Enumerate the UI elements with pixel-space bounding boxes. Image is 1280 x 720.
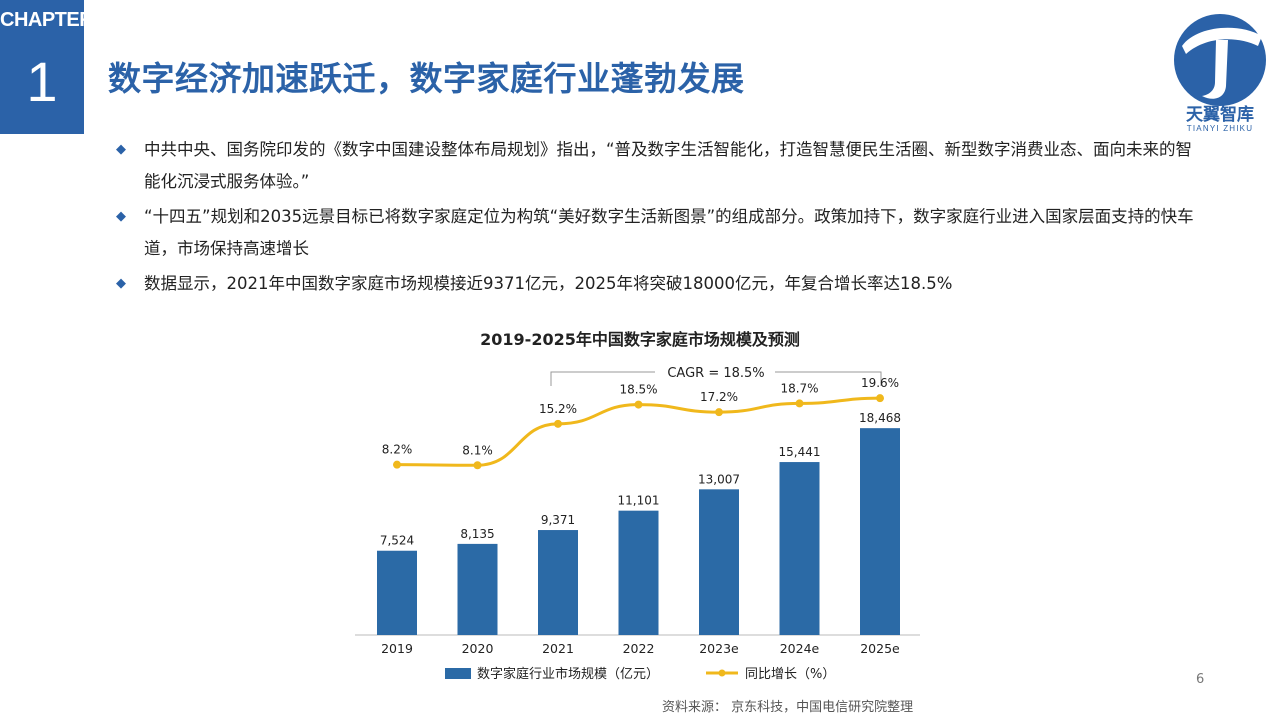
legend-bar-swatch (445, 668, 471, 679)
x-tick-label: 2024e (780, 641, 820, 656)
chart-legend: 数字家庭行业市场规模（亿元） 同比增长（%） (445, 666, 835, 682)
diamond-bullet-icon: ◆ (116, 142, 126, 157)
market-size-chart: 2019-2025年中国数字家庭市场规模及预测 CAGR = 18.5% 7,5… (355, 330, 920, 682)
growth-rate-label: 18.7% (780, 381, 818, 395)
bullet-list: ◆ 中共中央、国务院印发的《数字中国建设整体布局规划》指出，“普及数字生活智能化… (116, 134, 1196, 303)
growth-point-2019 (393, 460, 401, 469)
page-number: 6 (1196, 672, 1205, 687)
chapter-label: CHAPTER (0, 9, 94, 31)
x-tick-label: 2025e (860, 641, 900, 656)
diamond-bullet-icon: ◆ (116, 276, 126, 291)
diamond-bullet-icon: ◆ (116, 209, 126, 224)
source-note: 资料来源： 京东科技，中国电信研究院整理 (662, 700, 914, 715)
bullet-item: ◆ “十四五”规划和2035远景目标已将数字家庭定位为构筑“美好数字生活新图景”… (116, 201, 1196, 265)
x-tick-label: 2023e (699, 641, 739, 656)
growth-rate-label: 19.6% (861, 376, 899, 390)
tianyi-logo: 天翼智库 TIANYI ZHIKU (1174, 14, 1266, 132)
bar-2023e (699, 489, 739, 635)
page-title: 数字经济加速跃迁，数字家庭行业蓬勃发展 (108, 59, 745, 98)
growth-rate-label: 17.2% (700, 390, 738, 404)
growth-point-2025e (876, 394, 884, 403)
bar-value-label: 13,007 (698, 472, 740, 486)
legend-line-marker (718, 669, 726, 677)
bar-value-label: 18,468 (859, 411, 901, 425)
bar-value-label: 7,524 (380, 534, 414, 548)
x-tick-label: 2022 (623, 641, 655, 656)
x-tick-label: 2020 (462, 641, 494, 656)
logo-subtitle: TIANYI ZHIKU (1187, 124, 1253, 132)
x-tick-label: 2019 (381, 641, 413, 656)
growth-point-2023e (715, 408, 723, 417)
x-tick-label: 2021 (542, 641, 574, 656)
legend-bar-label: 数字家庭行业市场规模（亿元） (477, 666, 659, 682)
bar-2025e (860, 428, 900, 635)
growth-point-2021 (554, 419, 562, 428)
bullet-text: 数据显示，2021年中国数字家庭市场规模接近9371亿元，2025年将突破180… (144, 274, 953, 293)
logo-name: 天翼智库 (1186, 104, 1254, 125)
growth-rate-label: 8.1% (462, 443, 493, 457)
bar-value-label: 9,371 (541, 513, 575, 527)
growth-point-2020 (473, 461, 482, 470)
chapter-number: 1 (26, 50, 58, 113)
cagr-annotation: CAGR = 18.5% (667, 366, 764, 381)
cagr-label-bg (655, 362, 775, 382)
bar-value-label: 8,135 (460, 527, 494, 541)
bar-2024e (779, 462, 820, 635)
chapter-badge: CHAPTER 1 (0, 0, 94, 134)
chart-title: 2019-2025年中国数字家庭市场规模及预测 (480, 330, 800, 349)
growth-point-2024e (795, 399, 804, 408)
bar-2019 (377, 550, 417, 635)
bar-2021 (538, 530, 578, 635)
bullet-text: 中共中央、国务院印发的《数字中国建设整体布局规划》指出，“普及数字生活智能化，打… (144, 140, 1193, 191)
bar-value-label: 11,101 (618, 494, 660, 508)
growth-rate-label: 15.2% (539, 402, 577, 416)
growth-rate-label: 18.5% (619, 383, 657, 397)
bar-2020 (457, 543, 498, 635)
growth-rate-label: 8.2% (382, 443, 413, 457)
bar-value-label: 15,441 (779, 445, 821, 459)
bullet-text: “十四五”规划和2035远景目标已将数字家庭定位为构筑“美好数字生活新图景”的组… (144, 207, 1194, 258)
bar-2022 (618, 510, 659, 635)
legend-line-label: 同比增长（%） (745, 667, 835, 682)
bullet-item: ◆ 数据显示，2021年中国数字家庭市场规模接近9371亿元，2025年将突破1… (116, 268, 1196, 300)
bullet-item: ◆ 中共中央、国务院印发的《数字中国建设整体布局规划》指出，“普及数字生活智能化… (116, 134, 1196, 198)
growth-point-2022 (634, 400, 643, 409)
